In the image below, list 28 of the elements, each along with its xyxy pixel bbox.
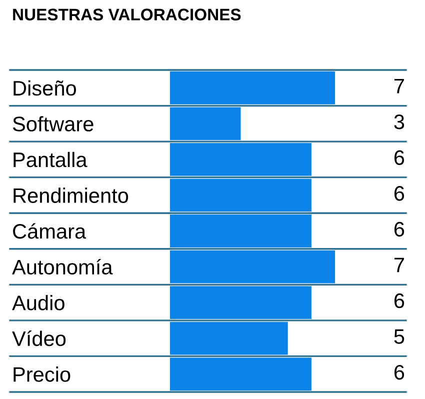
bar <box>170 250 335 284</box>
data-label: 6 <box>394 293 404 308</box>
y-tick-label: Pantalla <box>14 152 88 168</box>
y-tick-label: Diseño <box>14 80 76 96</box>
bar <box>170 322 288 355</box>
bar <box>170 214 312 248</box>
chart-title: NUESTRAS VALORACIONES <box>13 8 241 20</box>
y-tick-label: Software <box>12 116 94 132</box>
bar <box>170 142 312 176</box>
bar <box>170 107 241 140</box>
data-label: 6 <box>394 150 404 166</box>
bar <box>170 178 312 212</box>
bar <box>170 286 312 320</box>
y-tick-label: Precio <box>14 366 70 382</box>
bar <box>170 358 312 391</box>
bar <box>170 71 335 104</box>
data-label: 7 <box>394 78 404 94</box>
y-tick-label: Rendimiento <box>14 188 128 203</box>
data-label: 6 <box>394 222 404 237</box>
y-tick-label: Autonomía <box>12 258 113 275</box>
data-label: 7 <box>394 258 404 272</box>
data-label: 3 <box>394 114 404 130</box>
y-tick-label: Audio <box>12 295 64 310</box>
y-tick-label: Cámara <box>13 223 86 239</box>
data-label: 5 <box>394 329 404 344</box>
y-tick-label: Vídeo <box>12 330 66 346</box>
data-label: 6 <box>394 186 404 201</box>
data-label: 6 <box>394 364 404 380</box>
